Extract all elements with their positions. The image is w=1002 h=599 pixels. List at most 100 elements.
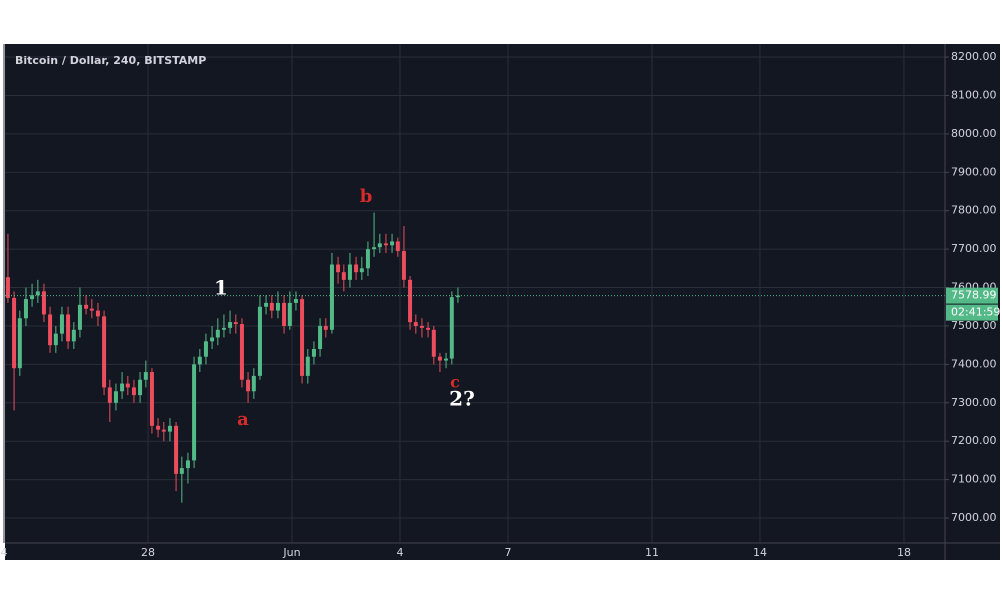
candle-body — [419, 325, 424, 328]
candle-body — [84, 304, 89, 309]
chart-background — [5, 44, 1000, 560]
last-price-box — [946, 287, 998, 304]
x-tick-label: 18 — [897, 546, 911, 559]
candle-body — [300, 299, 305, 376]
candle-body — [323, 325, 328, 330]
candle-body — [30, 295, 35, 300]
x-tick-label: 28 — [141, 546, 155, 559]
candle-body — [305, 356, 310, 376]
y-tick-label: 8000.00 — [951, 127, 997, 140]
y-tick-label: 7000.00 — [951, 511, 997, 524]
candle-body — [449, 297, 454, 359]
candle-body — [221, 327, 226, 330]
annotation: a — [237, 409, 249, 430]
candle-body — [35, 291, 40, 296]
candle-body — [156, 425, 161, 430]
y-tick-label: 8200.00 — [951, 50, 997, 63]
candle-body — [311, 349, 316, 357]
y-tick-label: 7300.00 — [951, 396, 997, 409]
candle-body — [192, 364, 197, 461]
candle-body — [197, 356, 202, 365]
candle-body — [455, 295, 460, 298]
candle-body — [282, 302, 287, 326]
candle-body — [395, 241, 400, 252]
candle-body — [66, 314, 71, 342]
candle-body — [354, 264, 359, 273]
x-tick-label: 11 — [645, 546, 659, 559]
candle-body — [17, 318, 22, 369]
candle-body — [179, 468, 184, 474]
candle-body — [113, 391, 118, 403]
candle-body — [318, 325, 323, 350]
chart-title: Bitcoin / Dollar, 240, BITSTAMP — [15, 54, 206, 67]
candle-body — [48, 314, 53, 346]
y-tick-label: 7200.00 — [951, 434, 997, 447]
annotation: b — [360, 186, 373, 207]
candles — [5, 212, 945, 503]
candle-body — [401, 251, 406, 280]
candle-body — [246, 379, 251, 392]
candle-body — [185, 460, 190, 469]
candle-body — [53, 333, 58, 346]
countdown-box — [946, 304, 998, 321]
candle-body — [149, 372, 154, 426]
candle-body — [161, 429, 166, 432]
candle-body — [71, 329, 76, 342]
candle-body — [372, 247, 377, 250]
candle-body — [390, 241, 395, 246]
candle-body — [275, 302, 280, 311]
candle-body — [233, 322, 238, 325]
candle-body — [167, 425, 172, 432]
candle-body — [413, 322, 418, 326]
candle-body — [359, 268, 364, 273]
candle-body — [89, 308, 94, 311]
candle-body — [125, 383, 130, 388]
candle-body — [336, 264, 341, 273]
candle-body — [251, 375, 256, 392]
candle-body — [5, 277, 10, 298]
x-tick-label: 14 — [753, 546, 767, 559]
y-tick-label: 8100.00 — [951, 88, 997, 101]
candle-body — [287, 302, 292, 326]
candle-body — [408, 279, 413, 323]
candle-body — [23, 299, 28, 319]
x-tick-label: 4 — [396, 546, 403, 559]
candle-body — [239, 324, 244, 380]
axis-labels: 7000.00 7100.00 7200.00 7300.00 7400.00 7500.… — [0, 50, 1000, 559]
candle-body — [102, 316, 107, 388]
candle-body — [365, 249, 370, 269]
candle-body — [138, 379, 143, 396]
candle-body — [203, 341, 208, 357]
last-price-label: 7578.99 — [951, 289, 997, 302]
y-tick-label: 7500.00 — [951, 319, 997, 332]
candle-body — [107, 387, 112, 403]
annotation: 2? — [449, 387, 475, 411]
annotation: 1 — [214, 276, 228, 300]
candle-body — [210, 337, 215, 342]
candle-body — [329, 264, 334, 330]
x-tick-label: 4 — [0, 546, 7, 559]
candle-body — [174, 425, 179, 474]
candle-body — [257, 306, 262, 376]
candle-body — [228, 322, 233, 328]
candle-body — [444, 358, 449, 361]
candle-body — [383, 243, 388, 246]
candle-body — [95, 310, 100, 317]
candle-body — [215, 329, 220, 338]
candle-body — [12, 297, 17, 369]
y-tick-label: 7700.00 — [951, 242, 997, 255]
x-tick-label: 7 — [504, 546, 511, 559]
countdown-label: 02:41:59 — [951, 306, 1000, 319]
x-tick-label: Jun — [282, 546, 300, 559]
annotation: c — [450, 373, 460, 392]
candle-body — [437, 356, 442, 361]
candle-body — [431, 329, 436, 357]
candle-body — [341, 272, 346, 280]
candle-body — [293, 299, 298, 303]
candle-body — [426, 327, 431, 330]
y-tick-label: 7400.00 — [951, 357, 997, 370]
candle-body — [41, 291, 46, 315]
candle-body — [131, 387, 136, 396]
